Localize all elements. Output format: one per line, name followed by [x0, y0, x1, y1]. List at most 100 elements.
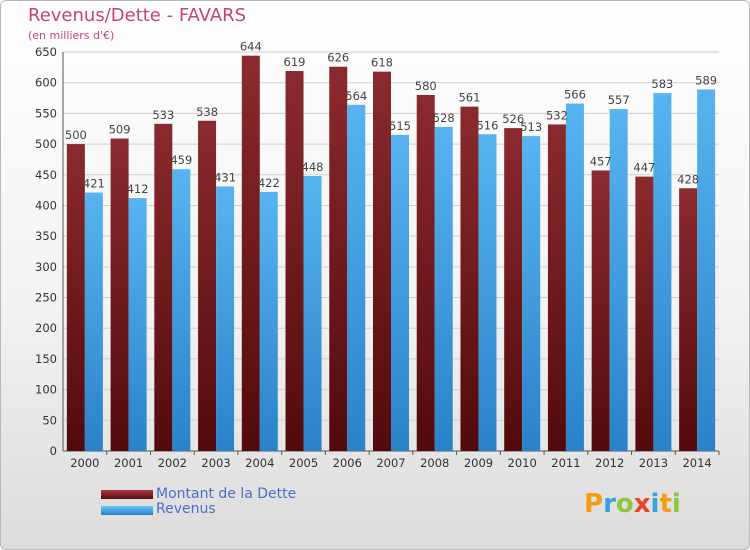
data-label-revenus: 515 — [389, 119, 411, 133]
chart-subtitle: (en milliers d'€) — [28, 29, 115, 42]
bar-dette — [110, 138, 129, 451]
bar-revenus — [434, 126, 453, 452]
bar-dette — [66, 144, 85, 452]
data-label-dette: 561 — [458, 91, 480, 105]
bar-dette — [460, 106, 479, 451]
x-tick-label: 2010 — [508, 456, 537, 470]
data-label-revenus: 448 — [302, 160, 324, 174]
bar-dette — [198, 120, 217, 452]
bar-revenus — [522, 136, 541, 451]
x-tick-label: 2002 — [158, 456, 187, 470]
data-label-dette: 447 — [633, 161, 655, 175]
y-tick-label: 0 — [50, 444, 57, 458]
data-label-dette: 428 — [677, 172, 699, 186]
data-label-dette: 526 — [502, 112, 524, 126]
data-label-dette: 500 — [65, 128, 87, 142]
bar-revenus — [128, 198, 147, 451]
bar-revenus — [303, 175, 322, 451]
legend-swatch-revenus — [101, 506, 153, 515]
bar-revenus — [84, 192, 103, 451]
bar-dette — [285, 71, 304, 451]
y-tick-label: 100 — [35, 383, 57, 397]
logo-letter: r — [603, 489, 616, 519]
logo-letter: x — [633, 489, 651, 519]
bar-dette — [154, 123, 173, 451]
bar-dette — [635, 176, 654, 451]
bar-revenus — [653, 93, 672, 452]
x-tick-label: 2000 — [70, 456, 99, 470]
x-tick-label: 2014 — [682, 456, 711, 470]
bar-revenus — [347, 104, 366, 451]
x-tick-label: 2009 — [464, 456, 493, 470]
data-label-dette: 538 — [196, 105, 218, 119]
y-tick-label: 450 — [35, 168, 57, 182]
data-label-revenus: 516 — [476, 118, 498, 132]
data-label-dette: 580 — [415, 79, 437, 93]
data-label-revenus: 583 — [651, 77, 673, 91]
bar-dette — [547, 124, 566, 452]
data-label-dette: 626 — [327, 51, 349, 65]
bar-dette — [373, 71, 391, 452]
x-tick-label: 2008 — [420, 456, 449, 470]
x-tick-label: 2006 — [333, 456, 362, 470]
bar-dette — [329, 66, 348, 452]
data-label-revenus: 528 — [433, 111, 455, 125]
y-tick-label: 50 — [42, 413, 57, 427]
bar-dette — [679, 188, 698, 451]
bar-revenus — [391, 134, 409, 451]
y-tick-label: 150 — [35, 352, 57, 366]
y-tick-label: 600 — [35, 76, 57, 90]
logo-letter: P — [584, 489, 604, 519]
bar-revenus — [565, 103, 584, 451]
x-tick-label: 2011 — [551, 456, 580, 470]
y-tick-label: 200 — [35, 321, 57, 335]
logo-letter: i — [671, 489, 681, 519]
data-label-revenus: 422 — [258, 176, 280, 190]
bar-revenus — [697, 89, 716, 452]
bar-dette — [591, 170, 610, 452]
data-label-dette: 532 — [546, 108, 568, 122]
y-tick-label: 650 — [35, 45, 57, 59]
data-label-dette: 644 — [240, 40, 262, 54]
data-label-dette: 457 — [590, 154, 612, 168]
bar-dette — [241, 55, 260, 452]
y-tick-label: 550 — [35, 106, 57, 120]
data-label-revenus: 412 — [127, 182, 149, 196]
data-label-revenus: 421 — [83, 177, 105, 191]
legend-label-dette: Montant de la Dette — [156, 486, 297, 502]
bar-dette — [416, 94, 435, 451]
data-label-dette: 533 — [152, 108, 174, 122]
y-tick-label: 300 — [35, 260, 57, 274]
data-label-revenus: 431 — [214, 170, 236, 184]
x-tick-label: 2012 — [595, 456, 624, 470]
proxiti-logo: Proxiti — [584, 489, 681, 519]
bar-revenus — [478, 134, 497, 452]
bar-revenus — [216, 186, 235, 451]
legend-label-revenus: Revenus — [156, 501, 216, 517]
y-tick-label: 250 — [35, 291, 57, 305]
data-label-dette: 618 — [371, 56, 393, 70]
bar-revenus — [259, 191, 278, 452]
data-label-dette: 509 — [109, 123, 131, 137]
chart-title: Revenus/Dette - FAVARS — [28, 5, 247, 26]
logo-letter: t — [659, 489, 672, 519]
logo-letter: i — [650, 489, 660, 519]
data-label-revenus: 564 — [345, 89, 367, 103]
bar-dette — [504, 128, 523, 451]
x-tick-label: 2005 — [289, 456, 318, 470]
data-label-revenus: 459 — [170, 153, 192, 167]
y-tick-label: 400 — [35, 198, 57, 212]
y-tick-label: 350 — [35, 229, 57, 243]
data-label-revenus: 557 — [608, 93, 630, 107]
logo-letter: o — [615, 489, 634, 519]
x-tick-label: 2001 — [114, 456, 143, 470]
y-tick-label: 500 — [35, 137, 57, 151]
x-tick-label: 2004 — [245, 456, 274, 470]
x-tick-label: 2013 — [639, 456, 668, 470]
data-label-dette: 619 — [284, 55, 306, 69]
x-tick-label: 2003 — [201, 456, 230, 470]
legend-swatch-dette — [101, 490, 153, 499]
bar-revenus — [609, 109, 628, 451]
